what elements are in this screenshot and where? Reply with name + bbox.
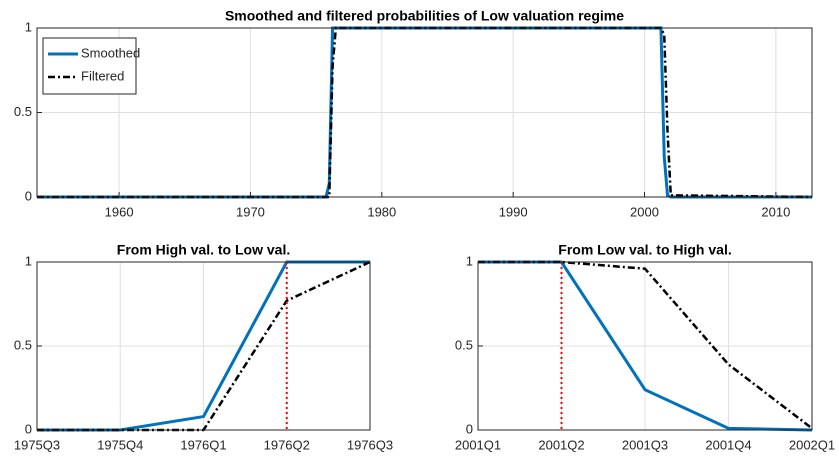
- y-tick-label: 0.5: [14, 337, 32, 352]
- legend-label: Filtered: [81, 68, 124, 83]
- y-tick-label: 0.5: [14, 104, 32, 119]
- y-tick-label: 1: [25, 253, 32, 268]
- chart-title: From Low val. to High val.: [558, 242, 731, 258]
- x-tick-label: 1990: [499, 204, 528, 219]
- x-tick-label: 2000: [630, 204, 659, 219]
- axes-box: [36, 27, 813, 198]
- x-tick-label: 1976Q3: [347, 437, 393, 452]
- x-tick-label: 1980: [367, 204, 396, 219]
- x-tick-label: 1976Q2: [264, 437, 310, 452]
- x-tick-label: 2001Q4: [705, 437, 751, 452]
- y-tick-label: 1: [466, 253, 473, 268]
- axes-box: [477, 261, 813, 431]
- x-tick-label: 1975Q3: [14, 437, 60, 452]
- x-tick-label: 2002Q1: [789, 437, 835, 452]
- y-tick-label: 1: [25, 19, 32, 34]
- x-tick-label: 2001Q2: [538, 437, 584, 452]
- x-tick-label: 1976Q1: [180, 437, 226, 452]
- y-tick-label: 0.5: [455, 337, 473, 352]
- chart-title: From High val. to Low val.: [117, 242, 290, 258]
- legend: Smoothed Filtered: [42, 37, 140, 95]
- legend-box: [42, 37, 137, 95]
- legend-label: Smoothed: [81, 45, 140, 60]
- axes-box: [36, 261, 371, 431]
- x-tick-label: 2001Q3: [622, 437, 668, 452]
- y-tick-label: 0: [25, 188, 32, 203]
- y-tick-label: 0: [466, 421, 473, 436]
- y-tick-label: 0: [25, 421, 32, 436]
- x-tick-label: 2001Q1: [455, 437, 501, 452]
- x-tick-label: 1960: [105, 204, 134, 219]
- chart-title: Smoothed and filtered probabilities of L…: [225, 8, 624, 24]
- x-tick-label: 2010: [761, 204, 790, 219]
- x-tick-label: 1975Q4: [97, 437, 143, 452]
- x-tick-label: 1970: [236, 204, 265, 219]
